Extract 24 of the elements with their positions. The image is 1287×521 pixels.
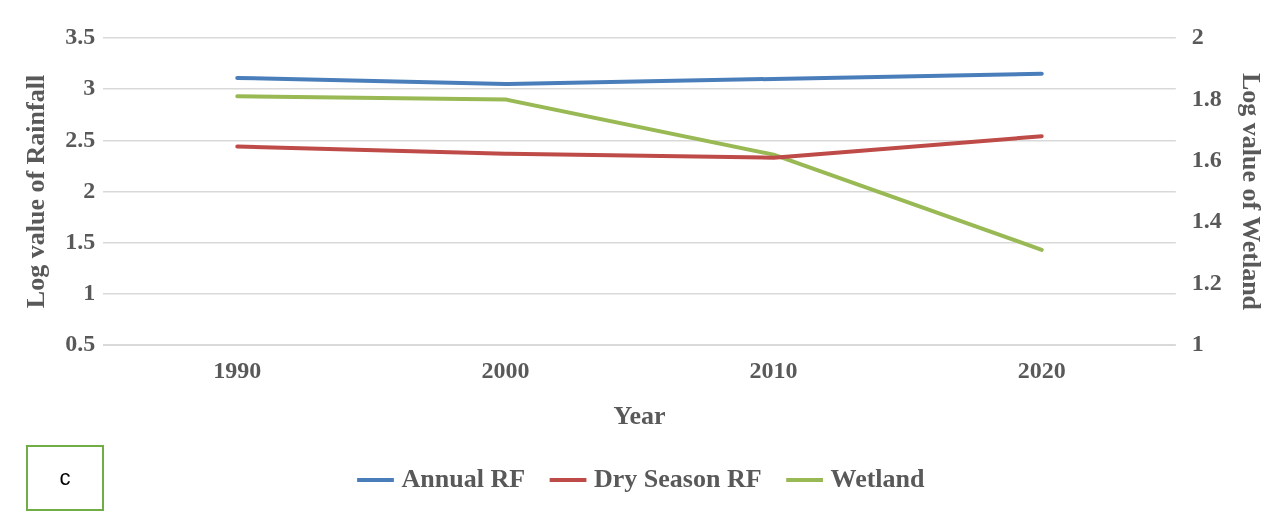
- x-tick-label: 2000: [481, 356, 530, 383]
- legend-label: Annual RF: [401, 463, 526, 493]
- x-axis-title: Year: [613, 401, 666, 431]
- y-tick-label: 0.5: [65, 330, 96, 357]
- x-tick-label: 2010: [749, 356, 798, 383]
- y2-axis-title: Log value of Wetland: [1236, 72, 1266, 311]
- y2-tick-label: 2: [1191, 23, 1204, 50]
- legend-label: Wetland: [830, 463, 926, 493]
- y2-tick-label: 1.4: [1191, 207, 1222, 234]
- legend-label: Dry Season RF: [594, 463, 762, 493]
- y-tick-label: 3.5: [65, 23, 96, 50]
- y-tick-label: 1.5: [65, 227, 96, 254]
- y-tick-label: 2: [83, 176, 96, 203]
- y2-tick-label: 1.2: [1191, 268, 1222, 295]
- x-tick-label: 2020: [1017, 356, 1066, 383]
- y2-tick-label: 1.8: [1191, 84, 1222, 111]
- y-tick-label: 3: [83, 74, 96, 101]
- x-tick-label: 1990: [213, 356, 262, 383]
- y-axis-title: Log value of Rainfall: [21, 74, 51, 309]
- y-tick-label: 1: [83, 279, 96, 306]
- y-tick-label: 2.5: [65, 125, 96, 152]
- text: c: [26, 445, 104, 511]
- y2-tick-label: 1: [1191, 330, 1204, 357]
- y2-tick-label: 1.6: [1191, 146, 1222, 172]
